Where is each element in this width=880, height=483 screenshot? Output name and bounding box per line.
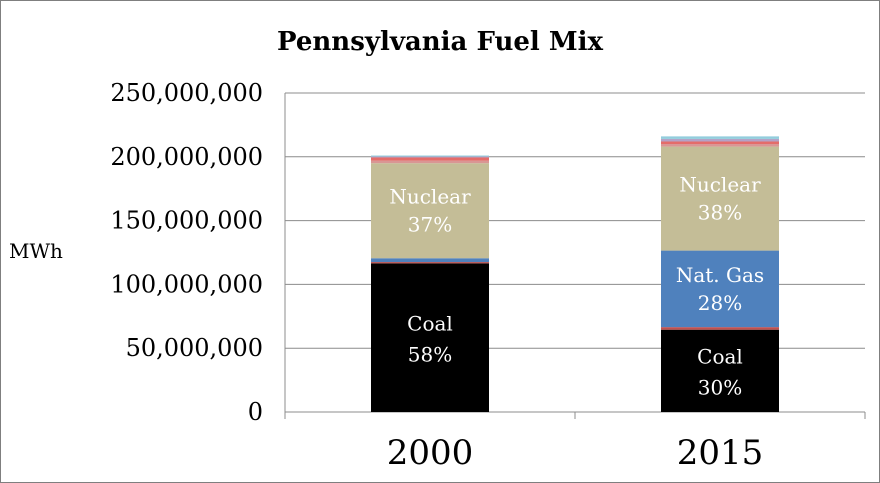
data-label: Coal	[407, 312, 453, 336]
bar-segment	[661, 138, 779, 142]
data-label: 28%	[698, 291, 742, 315]
y-tick-label: 150,000,000	[110, 207, 263, 235]
y-tick-label: 100,000,000	[110, 270, 263, 298]
y-tick-label: 0	[248, 398, 263, 426]
y-tick-label: 50,000,000	[126, 334, 263, 362]
y-tick-label: 200,000,000	[110, 143, 263, 171]
data-label: 58%	[408, 343, 452, 367]
bar-segment	[371, 163, 489, 259]
bar-segment	[661, 250, 779, 328]
data-label: Nat. Gas	[676, 263, 764, 287]
bar-segment	[371, 262, 489, 264]
chart-title: Pennsylvania Fuel Mix	[277, 27, 603, 57]
x-tick-label: 2015	[677, 433, 764, 473]
bar-segment	[371, 155, 489, 157]
data-label: Coal	[697, 345, 743, 369]
bar-segment	[371, 156, 489, 158]
bar-segment	[371, 258, 489, 263]
bar-segment	[661, 327, 779, 330]
bar-segment	[661, 144, 779, 147]
y-axis-label: MWh	[9, 239, 63, 263]
x-tick-label: 2000	[387, 433, 474, 473]
bar-segment	[371, 160, 489, 164]
data-label: Nuclear	[389, 185, 471, 209]
data-label: 38%	[698, 201, 742, 225]
bar-segment	[661, 146, 779, 251]
bar-segment	[371, 157, 489, 161]
data-label: 37%	[408, 213, 452, 237]
y-tick-label: 250,000,000	[110, 79, 263, 107]
data-label: 30%	[698, 376, 742, 400]
bar-segment	[661, 136, 779, 139]
data-label: Nuclear	[679, 173, 761, 197]
bar-segment	[661, 141, 779, 145]
bar-segment	[371, 263, 489, 412]
bar-segment	[661, 329, 779, 412]
